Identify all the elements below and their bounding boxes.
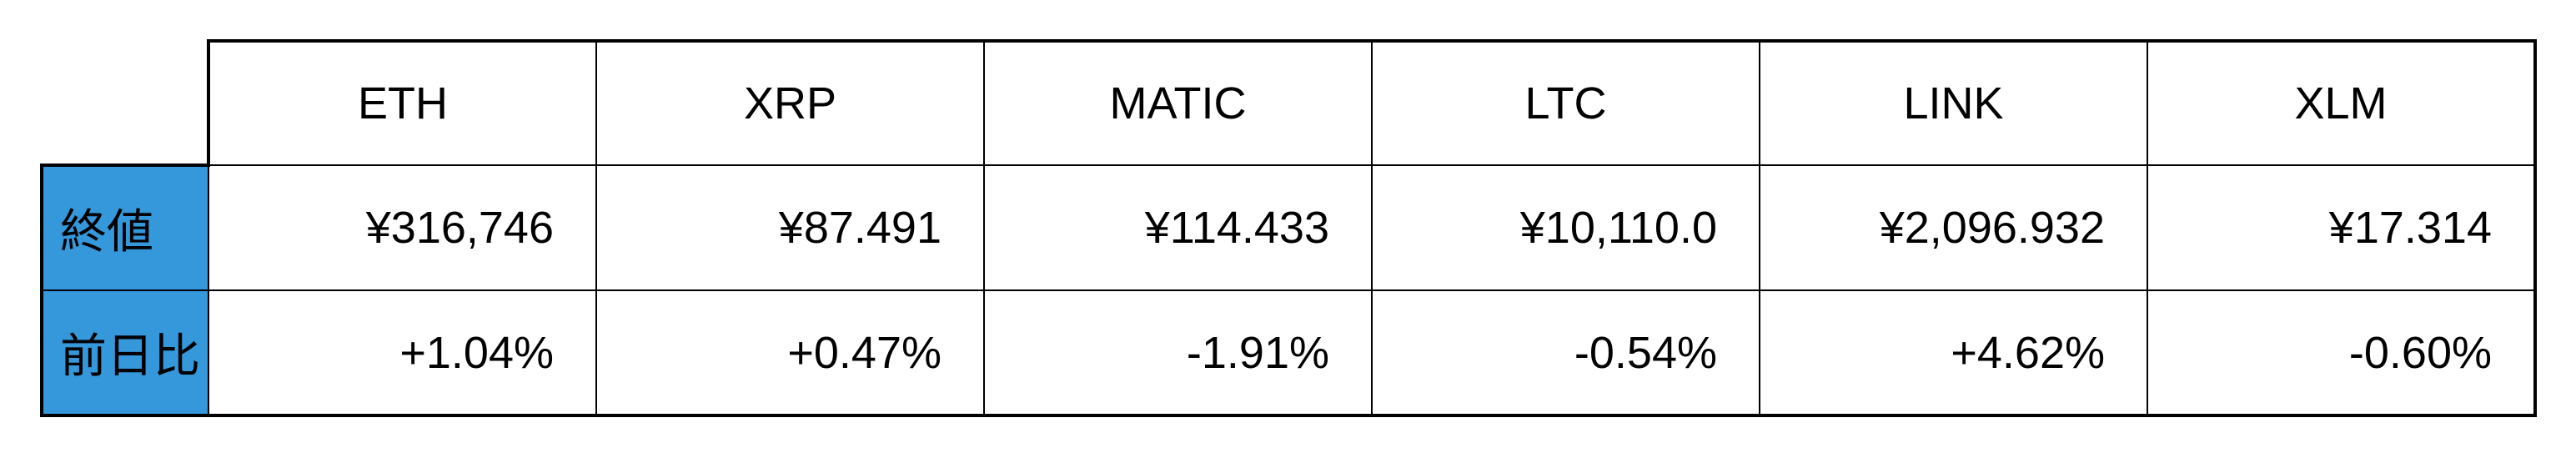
column-header-row: ETH XRP MATIC LTC LINK XLM [42, 39, 2537, 166]
col-header-matic: MATIC [983, 39, 1373, 166]
col-header-ltc: LTC [1371, 39, 1760, 166]
closing-price-link: ¥2,096.932 [1759, 164, 2148, 291]
row-header-day-change: 前日比 [40, 289, 209, 417]
col-header-link: LINK [1759, 39, 2148, 166]
col-header-xlm: XLM [2147, 39, 2537, 166]
day-change-matic: -1.91% [983, 289, 1373, 417]
closing-price-matic: ¥114.433 [983, 164, 1373, 291]
closing-price-eth: ¥316,746 [208, 164, 597, 291]
closing-price-xrp: ¥87.491 [595, 164, 985, 291]
closing-price-ltc: ¥10,110.0 [1371, 164, 1760, 291]
day-change-xlm: -0.60% [2147, 289, 2537, 417]
day-change-eth: +1.04% [208, 289, 597, 417]
closing-price-row: 終値 ¥316,746 ¥87.491 ¥114.433 ¥10,110.0 ¥… [40, 164, 2537, 291]
day-change-row: 前日比 +1.04% +0.47% -1.91% -0.54% +4.62% -… [40, 289, 2537, 417]
row-header-closing-price: 終値 [40, 164, 209, 291]
corner-spacer [42, 41, 208, 165]
day-change-link: +4.62% [1759, 289, 2148, 417]
day-change-xrp: +0.47% [595, 289, 985, 417]
closing-price-xlm: ¥17.314 [2147, 164, 2537, 291]
day-change-ltc: -0.54% [1371, 289, 1760, 417]
col-header-xrp: XRP [595, 39, 985, 166]
crypto-price-table: ETH XRP MATIC LTC LINK XLM 終値 ¥316,746 ¥… [40, 39, 2537, 417]
col-header-eth: ETH [207, 39, 597, 166]
